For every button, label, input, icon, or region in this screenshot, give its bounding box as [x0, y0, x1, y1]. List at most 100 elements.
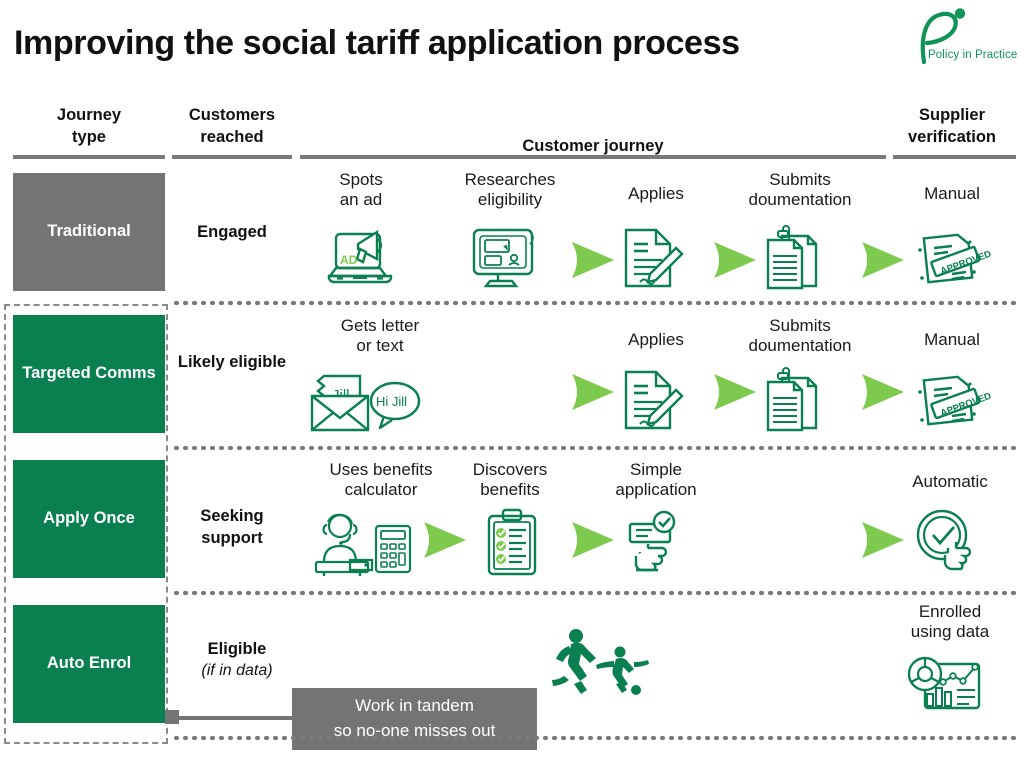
header-supplier-verification-line2: verification	[907, 127, 997, 146]
clipboard-documents-icon-2	[762, 367, 826, 432]
verification-label-line1: Manual	[924, 330, 980, 349]
header-customers-reached-line1: Customers	[188, 106, 276, 124]
header-rule-customers-reached	[172, 155, 292, 159]
row-separator-2	[172, 446, 1016, 450]
customers-reached-apply-once: Seeking support	[172, 505, 292, 549]
step-label-line1: Spots	[339, 170, 383, 189]
journey-type-box-targeted-comms[interactable]: Targeted Comms	[13, 315, 165, 433]
step-label-line2: calculator	[344, 480, 418, 500]
step-label-researches-eligibility: Researches eligibility	[438, 170, 582, 211]
step-label-line1: Simple	[630, 460, 682, 479]
envelope-message-icon: Jill Hi Jill	[306, 368, 422, 436]
journey-type-box-auto-enrol[interactable]: Auto Enrol	[13, 605, 165, 723]
journey-type-label-traditional: Traditional	[47, 222, 131, 241]
page-title: Improving the social tariff application …	[14, 24, 740, 62]
step-label-line2: an ad	[339, 190, 383, 210]
callout-connector-node	[165, 710, 179, 724]
step-label-line1: Uses benefits	[329, 460, 433, 479]
customers-reached-sub-auto-enrol: (if in data)	[201, 662, 273, 680]
clipboard-documents-icon	[762, 225, 826, 290]
header-customer-journey-label: Customer journey	[522, 137, 664, 155]
verification-label-enrolled-using-data: Enrolled using data	[880, 602, 1020, 643]
document-pen-icon	[620, 226, 686, 290]
verification-label-line1: Enrolled	[918, 602, 982, 621]
svg-text:Hi Jill: Hi Jill	[376, 394, 407, 409]
step-label-applies: Applies	[600, 184, 712, 204]
flow-arrow-9	[570, 520, 616, 565]
laptop-megaphone-ad-icon: AD	[325, 226, 397, 294]
step-label-line1: Researches	[464, 170, 556, 189]
step-label-line1: Applies	[628, 184, 684, 203]
verification-label-line1: Automatic	[912, 472, 988, 491]
row-separator-1	[172, 301, 1016, 305]
step-label-applies-2: Applies	[600, 330, 712, 350]
step-label-line1: Submits	[769, 170, 831, 189]
checklist-clipboard-icon	[484, 508, 540, 578]
header-journey-type-line2: type	[72, 127, 106, 146]
step-label-line1: Discovers	[472, 460, 548, 479]
flow-arrow-8	[422, 520, 468, 565]
step-label-line2: eligibility	[477, 190, 543, 210]
step-label-discovers-benefits: Discovers benefits	[444, 460, 576, 501]
journey-type-label-apply-once: Apply Once	[43, 509, 135, 528]
step-label-simple-application: Simple application	[590, 460, 722, 501]
header-journey-type-line1: Journey	[56, 106, 122, 124]
step-label-line2: application	[615, 480, 697, 500]
customers-reached-auto-enrol: Eligible (if in data)	[172, 638, 302, 682]
step-label-line2: doumentation	[748, 336, 852, 356]
step-label-line2: doumentation	[748, 190, 852, 210]
data-dashboard-icon	[905, 650, 985, 716]
automated-journeys-group-outline	[4, 304, 168, 744]
verification-label-automatic: Automatic	[880, 472, 1020, 492]
footballers-icon	[548, 626, 652, 698]
step-label-line1: Applies	[628, 330, 684, 349]
header-rule-journey-type	[13, 155, 165, 159]
svg-text:Policy in Practice: Policy in Practice	[928, 49, 1017, 61]
header-rule-supplier-verification	[893, 155, 1016, 159]
verification-label-line1: Manual	[924, 184, 980, 203]
customers-reached-label-traditional: Engaged	[197, 223, 267, 241]
customers-reached-label-targeted-comms: Likely eligible	[177, 353, 287, 371]
flow-arrow-2	[570, 240, 616, 285]
step-label-gets-letter-or-text: Gets letter or text	[300, 316, 460, 357]
step-label-spots-an-ad: Spots an ad	[305, 170, 417, 211]
header-journey-type: Journey type	[13, 105, 165, 149]
work-in-tandem-callout: Work in tandem so no-one misses out	[292, 688, 537, 750]
svg-text:AD: AD	[340, 253, 358, 267]
policy-in-practice-logo: Policy in Practice	[906, 6, 1018, 68]
header-customers-reached-line2: reached	[200, 127, 264, 146]
flow-arrow-3	[712, 240, 758, 285]
verification-label-manual-2: Manual	[888, 330, 1016, 350]
step-label-line1: Submits	[769, 316, 831, 335]
customers-reached-label-apply-once: Seeking support	[200, 507, 264, 548]
journey-type-label-targeted-comms: Targeted Comms	[22, 364, 156, 383]
customers-reached-targeted-comms: Likely eligible	[172, 351, 292, 373]
journey-type-label-auto-enrol: Auto Enrol	[46, 654, 132, 673]
step-label-line2: benefits	[480, 480, 540, 500]
step-label-line1: Gets letter	[340, 316, 420, 335]
header-customer-journey: Customer journey	[300, 136, 886, 158]
verification-label-manual: Manual	[888, 184, 1016, 204]
step-label-uses-benefits-calculator: Uses benefits calculator	[296, 460, 466, 501]
flow-arrow-7	[860, 372, 906, 417]
flow-arrow-10	[860, 520, 906, 565]
callout-line1: Work in tandem	[355, 696, 474, 716]
journey-type-box-apply-once[interactable]: Apply Once	[13, 460, 165, 578]
flow-arrow-6	[712, 372, 758, 417]
customers-reached-label-auto-enrol: Eligible	[207, 640, 267, 658]
step-label-line2: or text	[356, 336, 404, 356]
header-supplier-verification: Supplier verification	[888, 105, 1016, 149]
header-rule-customer-journey	[300, 155, 886, 159]
step-label-submits-documentation-2: Submits doumentation	[718, 316, 882, 357]
approved-stamp-icon: APPROVED	[912, 228, 993, 290]
document-pen-icon-2	[620, 368, 686, 432]
callout-line2: so no-one misses out	[333, 721, 496, 740]
journey-type-box-traditional[interactable]: Traditional	[13, 173, 165, 291]
advisor-calculator-icon	[310, 510, 414, 578]
desktop-research-icon	[470, 226, 540, 292]
header-supplier-verification-line1: Supplier	[918, 106, 985, 124]
approved-stamp-icon-2: APPROVED	[912, 370, 993, 432]
flow-arrow-5	[570, 372, 616, 417]
header-customers-reached: Customers reached	[172, 105, 292, 149]
